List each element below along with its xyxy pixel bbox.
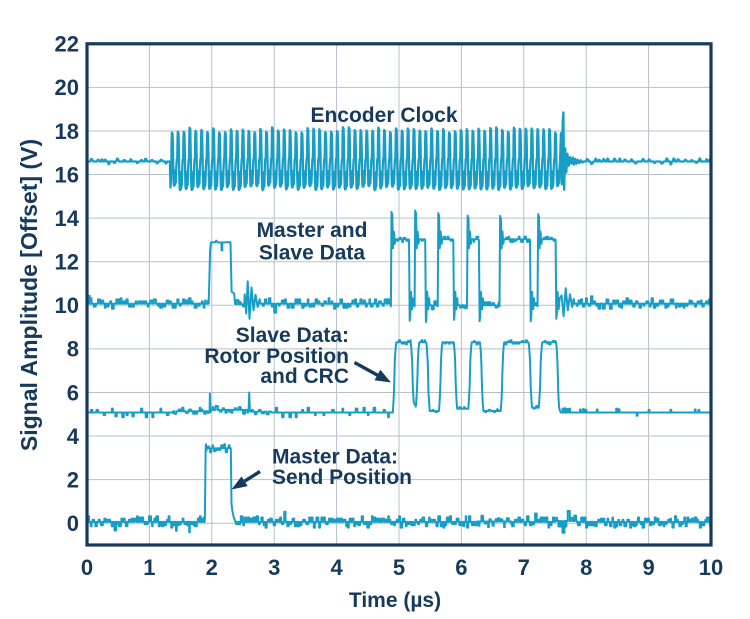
svg-text:2: 2 [206, 555, 218, 580]
svg-text:Encoder Clock: Encoder Clock [310, 104, 457, 127]
svg-text:7: 7 [518, 555, 530, 580]
svg-text:Rotor Position: Rotor Position [204, 345, 349, 368]
svg-text:6: 6 [455, 555, 467, 580]
svg-text:4: 4 [67, 424, 80, 449]
svg-text:0: 0 [67, 511, 79, 536]
svg-text:18: 18 [55, 119, 79, 144]
svg-text:16: 16 [55, 162, 79, 187]
svg-text:3: 3 [268, 555, 280, 580]
svg-text:12: 12 [55, 250, 79, 275]
svg-text:8: 8 [67, 337, 79, 362]
svg-text:Slave Data: Slave Data [259, 242, 366, 265]
svg-text:8: 8 [580, 555, 592, 580]
svg-text:Master Data:: Master Data: [272, 446, 398, 469]
svg-text:0: 0 [81, 555, 93, 580]
svg-text:Send Position: Send Position [272, 466, 412, 489]
svg-text:5: 5 [393, 555, 405, 580]
svg-text:9: 9 [642, 555, 654, 580]
svg-text:10: 10 [55, 293, 79, 318]
svg-text:2: 2 [67, 467, 79, 492]
svg-text:1: 1 [143, 555, 155, 580]
svg-text:Signal Amplitude [Offset] (V): Signal Amplitude [Offset] (V) [16, 139, 42, 451]
svg-text:Slave Data:: Slave Data: [236, 324, 349, 347]
svg-text:6: 6 [67, 380, 79, 405]
svg-text:10: 10 [699, 555, 723, 580]
svg-text:14: 14 [55, 206, 80, 231]
svg-text:Time (µs): Time (µs) [349, 589, 441, 612]
svg-text:and CRC: and CRC [260, 365, 349, 388]
svg-text:20: 20 [55, 75, 79, 100]
svg-text:4: 4 [330, 555, 343, 580]
svg-text:22: 22 [55, 32, 79, 57]
svg-text:Master and: Master and [257, 219, 368, 242]
